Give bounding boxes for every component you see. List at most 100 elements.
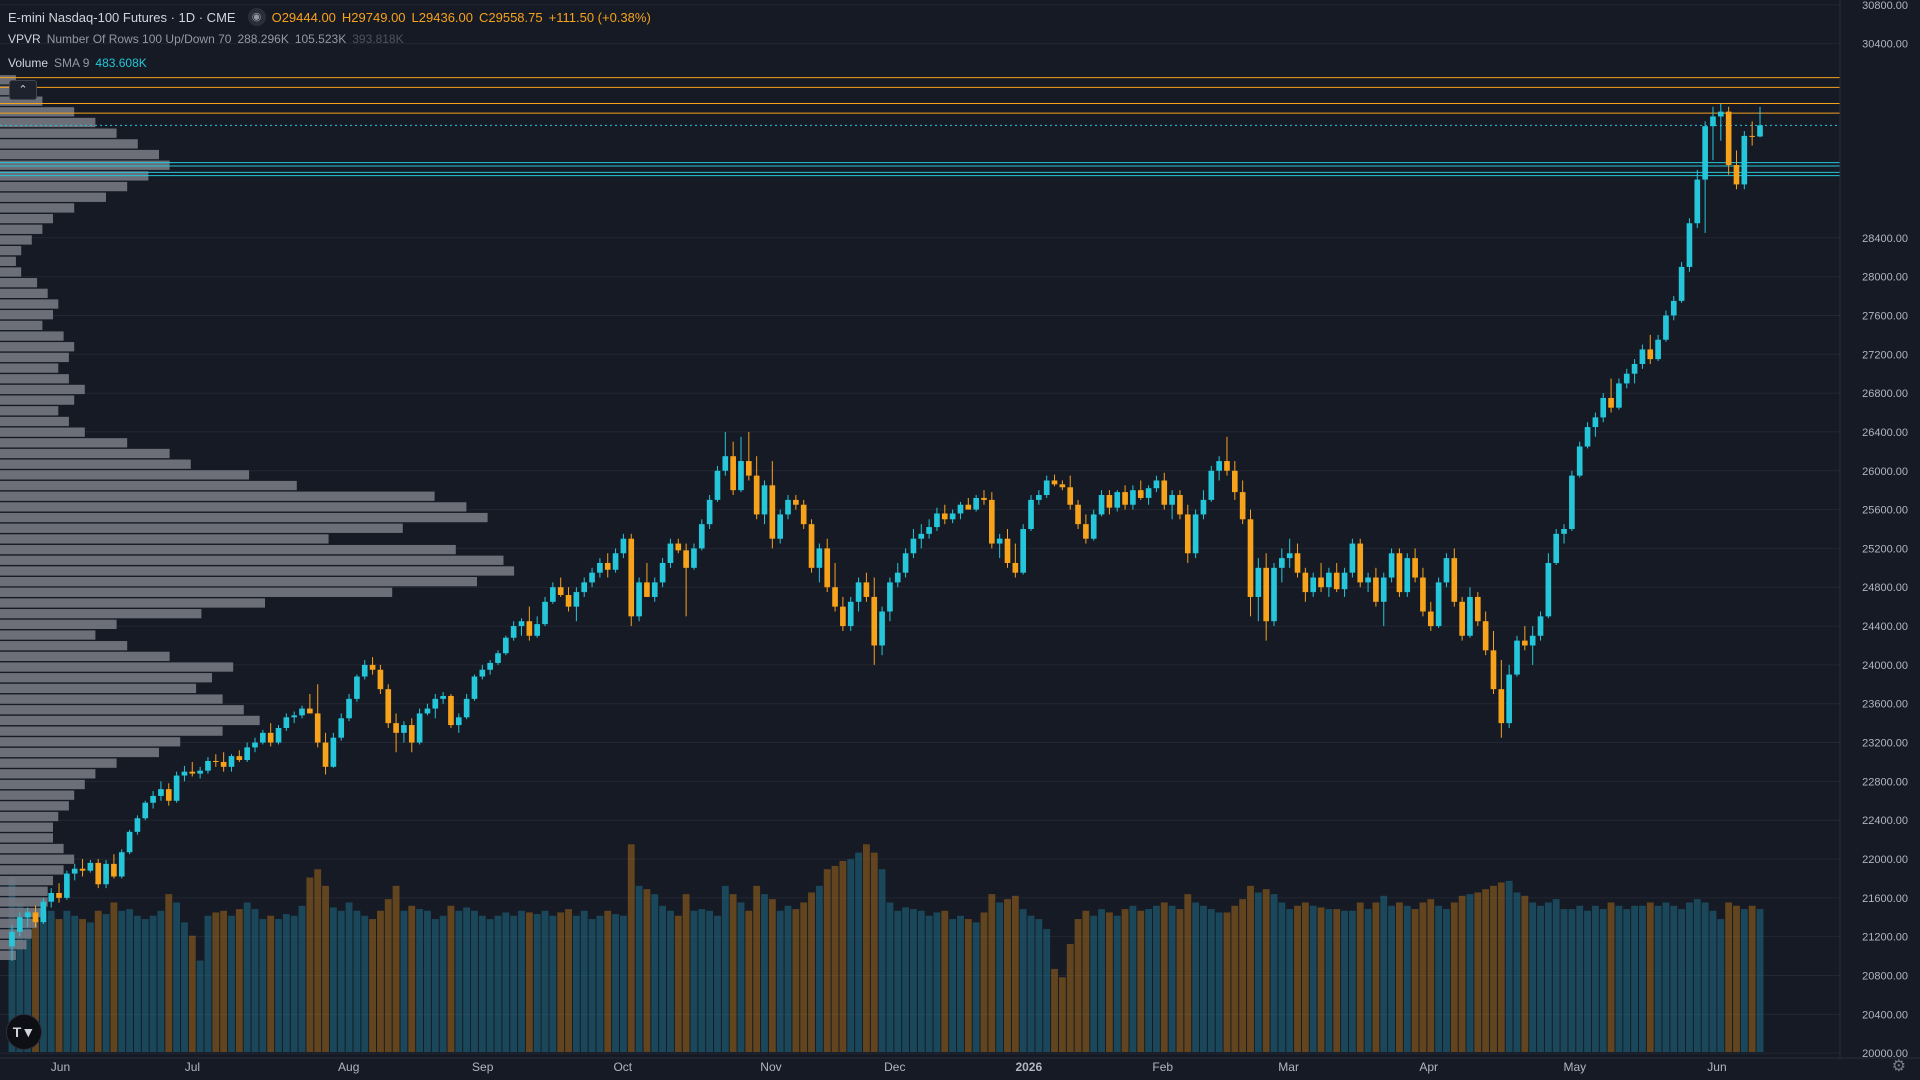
volume-bar [1364,909,1372,1052]
candle-body [32,912,39,923]
candle-body [189,771,196,774]
volume-profile-row [0,288,48,299]
volume-bar [1513,892,1521,1052]
volume-bar [1043,929,1051,1052]
volume-bar [1599,909,1607,1052]
candle-body [542,601,548,625]
symbol-title: E-mini Nasdaq-100 Futures · 1D · CME [8,9,236,25]
candle-body [424,708,431,714]
volume-bar [1168,905,1176,1052]
price-axis-bg [1840,0,1920,1080]
volume-bar [1466,894,1474,1052]
volume-bar [494,915,502,1052]
candle-body [1130,490,1136,505]
y-tick-label: 28000.00 [1862,272,1908,284]
volume-bar [541,910,549,1052]
volume-bar [212,912,220,1052]
volume-bar [1552,899,1560,1052]
volume-bar [196,960,204,1052]
volume-bar [141,919,149,1052]
volume-profile-row [0,555,504,565]
candle-body [24,912,31,918]
volume-bar [1153,905,1160,1052]
volume-profile-row [0,352,69,363]
candle-body [1020,529,1026,573]
candle-body [683,550,689,568]
y-tick-label: 24400.00 [1862,621,1908,633]
volume-profile-row [0,192,106,202]
volume-profile-row [0,811,59,822]
volume-bar [1678,909,1686,1052]
volume-bar [980,912,988,1052]
candle-body [393,723,399,733]
collapse-legend-button[interactable]: ⌃ [9,80,37,100]
vpvr-legend[interactable]: VPVR Number Of Rows 100 Up/Down 70 288.2… [8,32,404,46]
x-tick-label: Jun [1707,1060,1726,1074]
volume-profile-row [0,779,85,790]
candle-body [1051,480,1058,485]
candle-body [941,513,948,520]
price-axis: 30800.00 30400.00 28400.00 28000.00 27600.00… [1839,0,1920,1080]
candle-body [981,497,987,500]
volume-bars [8,844,1764,1052]
volume-bar [800,902,808,1052]
candle-body [165,789,172,801]
y-tick-label: 23200.00 [1862,738,1908,750]
volume-legend[interactable]: Volume SMA 9 483.608K [8,56,147,70]
visibility-eye-icon[interactable]: ◉ [247,8,266,26]
volume-profile-row [0,630,96,640]
volume-profile-row [0,673,212,683]
volume-bar [651,894,659,1052]
volume-bar [329,907,337,1052]
volume-bar [1607,902,1615,1052]
volume-bar [39,910,47,1052]
volume-bar [1591,905,1599,1052]
volume-profile-row [0,833,53,843]
candles [9,103,1763,961]
candle-body [9,931,15,947]
candle-body [871,596,878,646]
volume-profile-row [0,790,75,800]
volume-bar [1027,915,1035,1052]
candle-body [816,548,823,568]
volume-bar [917,910,925,1052]
volume-bar [416,909,424,1052]
change-value: +111.50 (+0.38%) [548,9,651,25]
volume-bar [400,910,408,1052]
volume-bar [1740,909,1748,1052]
volume-bar [1631,905,1639,1052]
candle-body [1529,635,1536,646]
volume-profile-row [0,278,38,288]
volume-bar [957,915,964,1052]
volume-profile-row [0,406,59,416]
volume-bar [862,844,870,1052]
candle-body [628,538,635,617]
volume-profile-row [0,854,75,864]
tradingview-logo-icon[interactable]: T▼ [6,1014,42,1050]
volume-profile-row [0,470,250,480]
candle-body [1725,111,1732,166]
candle-body [1600,397,1607,418]
volume-profile-row [0,256,16,266]
volume-bar [1035,919,1043,1052]
volume-bar [1356,902,1364,1052]
volume-bar [392,885,400,1052]
candle-body [1631,363,1638,374]
volume-bar [1294,905,1301,1052]
candle-body [1075,504,1081,525]
volume-bar [1623,909,1631,1052]
volume-bar [1278,902,1286,1052]
volume-profile-row [0,534,329,544]
candle-body [448,695,454,726]
volume-bar [1239,899,1247,1052]
volume-bar [408,905,416,1052]
candle-body [620,538,627,554]
y-tick-label: 27200.00 [1862,349,1908,361]
volume-bar [1505,880,1513,1052]
volume-bar [525,912,533,1052]
candle-body [589,572,595,583]
candle-body [377,669,384,690]
settings-gear-icon[interactable]: ⚙ [1891,1058,1906,1075]
